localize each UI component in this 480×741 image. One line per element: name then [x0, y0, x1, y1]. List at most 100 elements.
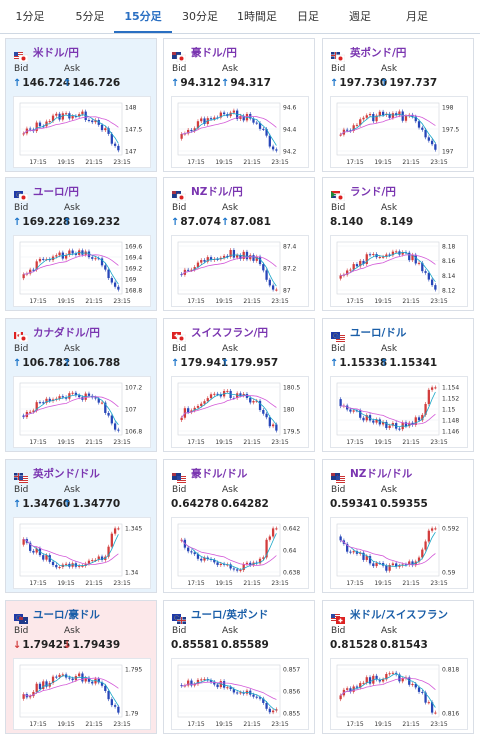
candle-body	[78, 114, 81, 117]
y-tick-label: 87.4	[283, 244, 297, 251]
pair-name[interactable]: 米ドル/円	[33, 46, 79, 59]
candle-body	[346, 129, 349, 131]
x-tick-label: 17:15	[346, 721, 363, 728]
candle-body	[262, 557, 265, 559]
pair-name[interactable]: NZドル/円	[191, 185, 243, 198]
price-chart[interactable]: 0.592 0.59 17:15 19:15 21:15 23:15	[330, 517, 468, 589]
up-arrow-icon: ↑	[330, 78, 339, 89]
price-chart[interactable]: 87.4 87.2 87 17:15 19:15 21:15 23:15	[171, 235, 309, 307]
tab-timeframe[interactable]: 週足	[349, 10, 371, 23]
candle-body	[401, 252, 404, 255]
y-tick-label: 169	[125, 277, 137, 284]
candle-body	[414, 116, 417, 122]
rate-card[interactable]: ユーロ/ドル Bid Ask ↑1.15338 ↑1.15341 1.154 1.152 1.…	[322, 318, 474, 452]
price-chart[interactable]: 1.154 1.152 1.15 1.148 1.146 17:15 19:15 21:15 2…	[330, 376, 468, 448]
pair-name[interactable]: 米ドル/スイスフラン	[350, 608, 449, 621]
rate-card[interactable]: 米ドル/スイスフラン Bid Ask 0.81528 0.81543 0.818 0.816…	[322, 600, 474, 734]
pair-name[interactable]: 英ポンド/ドル	[33, 467, 100, 480]
candle-body	[117, 429, 120, 431]
rate-card[interactable]: 豪ドル/円 Bid Ask ↑94.312 ↑94.317 94.6 94.4 94.2 17:…	[163, 38, 315, 172]
tab-timeframe[interactable]: 15分足	[114, 0, 172, 33]
rate-card[interactable]: NZドル/ドル Bid Ask 0.59341 0.59355 0.592 0.59 17:1…	[322, 459, 474, 593]
price-chart[interactable]: 1.795 1.79 17:15 19:15 21:15 23:15	[13, 658, 151, 730]
x-tick-label: 17:15	[187, 298, 204, 305]
rate-card[interactable]: 英ポンド/ドル Bid Ask ↑1.34760 ↑1.34770 1.345 1.34 17…	[5, 459, 157, 593]
candle-body	[22, 694, 25, 699]
pair-name[interactable]: 豪ドル/円	[191, 46, 237, 59]
pair-name[interactable]: ユーロ/豪ドル	[33, 608, 100, 621]
candle-body	[339, 536, 342, 541]
pair-name[interactable]: スイスフラン/円	[191, 326, 269, 339]
candle-body	[32, 691, 35, 697]
candle-body	[48, 398, 51, 402]
candle-body	[193, 128, 196, 132]
candle-body	[375, 115, 378, 122]
rate-card[interactable]: カナダドル/円 Bid Ask ↑106.782 ↑106.788 107.2 107 106…	[5, 318, 157, 452]
candle-body	[252, 401, 255, 403]
price-chart[interactable]: 8.18 8.16 8.14 8.12 17:15 19:15 21:15 23:15	[330, 235, 468, 307]
price-chart[interactable]: 94.6 94.4 94.2 17:15 19:15 21:15 23:15	[171, 96, 309, 168]
rate-card[interactable]: 英ポンド/円 Bid Ask ↑197.730 ↑197.737 198 197.5 197 1…	[322, 38, 474, 172]
candle-body	[203, 557, 206, 561]
price-chart[interactable]: 0.857 0.856 0.855 17:15 19:15 21:15 23:15	[171, 658, 309, 730]
candle-body	[391, 563, 395, 566]
bid-value: ↓1.79425	[13, 639, 70, 651]
ma-short-line	[181, 112, 277, 146]
tab-timeframe[interactable]: 30分足	[182, 10, 218, 23]
tab-timeframe[interactable]: 日足	[297, 10, 319, 23]
chart-svg: 148 147.5 147 17:15 19:15 21:15 23:15	[19, 102, 142, 166]
ask-value: 0.64282	[221, 498, 269, 510]
candle-body	[381, 111, 385, 116]
price-chart[interactable]: 180.5 180 179.5 17:15 19:15 21:15 23:15	[171, 376, 309, 448]
candle-body	[87, 393, 91, 396]
pair-name[interactable]: ユーロ/英ポンド	[191, 608, 269, 621]
candle-body	[381, 421, 385, 425]
candle-body	[38, 258, 42, 262]
candle-body	[232, 110, 236, 113]
y-tick-label: 197	[442, 149, 454, 156]
price-chart[interactable]: 1.345 1.34 17:15 19:15 21:15 23:15	[13, 517, 151, 589]
candle-body	[22, 133, 25, 135]
candle-body	[255, 696, 258, 698]
rate-card[interactable]: ランド/円 Bid Ask 8.140 8.149 8.18 8.16 8.14 8.12 17:…	[322, 177, 474, 311]
tab-timeframe[interactable]: 1時間足	[237, 10, 277, 23]
candle-body	[359, 683, 362, 688]
pair-name[interactable]: ランド/円	[350, 185, 396, 198]
pair-name[interactable]: カナダドル/円	[33, 326, 100, 339]
candle-body	[249, 562, 252, 566]
candle-body	[430, 702, 434, 713]
price-chart[interactable]: 0.642 0.64 0.638 17:15 19:15 21:15 23:15	[171, 517, 309, 589]
rate-card[interactable]: スイスフラン/円 Bid Ask ↑179.941 ↑179.957 180.5 180 17…	[163, 318, 315, 452]
x-tick-label: 17:15	[29, 298, 46, 305]
rate-card[interactable]: ユーロ/英ポンド Bid Ask 0.85581 0.85589 0.857 0.856 0.…	[163, 600, 315, 734]
pair-name[interactable]: 豪ドル/ドル	[191, 467, 248, 480]
candle-body	[401, 678, 404, 682]
pair-name[interactable]: NZドル/ドル	[350, 467, 413, 480]
tab-timeframe[interactable]: 5分足	[75, 10, 105, 23]
price-chart[interactable]: 148 147.5 147 17:15 19:15 21:15 23:15	[13, 96, 151, 168]
ask-label: Ask	[64, 485, 81, 495]
rate-card[interactable]: 豪ドル/ドル Bid Ask 0.64278 0.64282 0.642 0.64 0.638…	[163, 459, 315, 593]
tab-timeframe[interactable]: 1分足	[15, 10, 45, 23]
pair-name[interactable]: 英ポンド/円	[350, 46, 407, 59]
candle-body	[216, 562, 219, 566]
pair-name[interactable]: ユーロ/ドル	[350, 326, 407, 339]
ma-long-line	[23, 677, 119, 697]
price-chart[interactable]: 0.818 0.816 17:15 19:15 21:15 23:15	[330, 658, 468, 730]
tab-timeframe[interactable]: 月足	[406, 10, 428, 23]
x-tick-label: 17:15	[346, 159, 363, 166]
candle-body	[421, 549, 424, 558]
rate-card[interactable]: ユーロ/円 Bid Ask ↑169.228 ↑169.232 169.6 169.4 169…	[5, 177, 157, 311]
price-chart[interactable]: 107.2 107 106.8 17:15 19:15 21:15 23:15	[13, 376, 151, 448]
rate-card[interactable]: 米ドル/円 Bid Ask ↑146.724 ↑146.726 148 147.5 147 17…	[5, 38, 157, 172]
y-tick-label: 87	[283, 288, 291, 295]
x-tick-label: 21:15	[85, 439, 102, 446]
y-tick-label: 0.638	[283, 570, 300, 577]
price-chart[interactable]: 169.6 169.4 169.2 169 168.8 17:15 19:15 21:15 23…	[13, 235, 151, 307]
price-chart[interactable]: 198 197.5 197 17:15 19:15 21:15 23:15	[330, 96, 468, 168]
pair-name[interactable]: ユーロ/円	[33, 185, 79, 198]
rate-card[interactable]: NZドル/円 Bid Ask ↑87.074 ↑87.081 87.4 87.2 87 17:1…	[163, 177, 315, 311]
rate-card[interactable]: ユーロ/豪ドル Bid Ask ↓1.79425 ↓1.79439 1.795 1.79 17…	[5, 600, 157, 734]
candle-body	[268, 417, 271, 427]
y-tick-label: 1.152	[442, 396, 459, 403]
